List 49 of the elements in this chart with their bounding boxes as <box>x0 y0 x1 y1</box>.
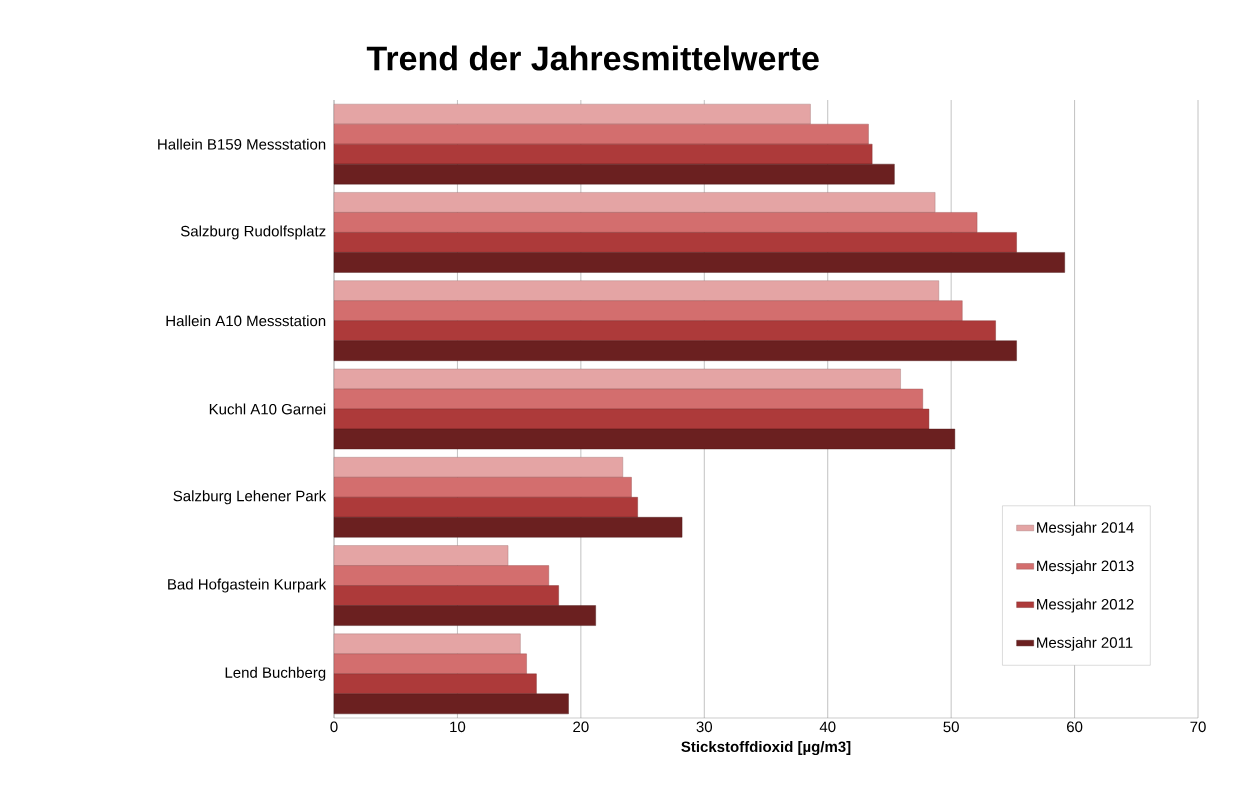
bar <box>333 192 936 213</box>
y-tick-label: Salzburg Lehener Park <box>173 490 327 505</box>
bar <box>333 300 963 321</box>
y-tick-label: Lend Buchberg <box>225 666 326 681</box>
bar <box>333 517 683 538</box>
bar <box>333 123 869 145</box>
bar <box>333 565 549 586</box>
bar <box>333 545 509 566</box>
x-tick-label: 10 <box>450 721 466 733</box>
chart-title: Trend der Jahresmittelwerte <box>366 45 819 71</box>
x-tick-label: 0 <box>330 721 338 733</box>
legend-label: Messjahr 2011 <box>1037 636 1133 651</box>
y-tick-label: Salzburg Rudolfsplatz <box>180 225 326 240</box>
bar <box>333 673 537 695</box>
bar <box>333 457 624 478</box>
legend-label: Messjahr 2013 <box>1037 560 1134 575</box>
y-tick-label: Bad Hofgastein Kurpark <box>168 578 327 593</box>
bar <box>333 103 811 125</box>
bar <box>333 368 901 390</box>
x-axis-title: Stickstoffdioxid [µg/m3] <box>681 741 851 756</box>
x-tick-label: 50 <box>943 721 959 733</box>
bar <box>333 212 978 233</box>
y-tick-label: Kuchl A10 Garnei <box>209 403 326 415</box>
bar <box>333 408 930 430</box>
bar <box>333 163 895 185</box>
bar <box>333 388 923 410</box>
bar <box>333 340 1017 361</box>
legend-label: Messjahr 2014 <box>1037 521 1134 536</box>
bar <box>333 280 940 301</box>
y-tick-label: Hallein A10 Messstation <box>166 315 326 327</box>
bar <box>333 428 956 450</box>
bar <box>333 477 632 498</box>
bar <box>333 252 1065 273</box>
bar <box>333 320 996 341</box>
x-tick-label: 60 <box>1067 721 1083 733</box>
bar <box>333 653 527 675</box>
bar <box>333 693 569 715</box>
bar <box>333 143 873 165</box>
x-tick-label: 20 <box>573 721 589 733</box>
bar <box>333 585 559 606</box>
y-tick-label: Hallein B159 Messstation <box>158 138 326 150</box>
x-tick-label: 40 <box>819 721 836 733</box>
bar <box>333 633 521 655</box>
bar <box>333 605 596 626</box>
x-tick-label: 70 <box>1190 721 1206 733</box>
x-tick-label: 30 <box>696 721 713 733</box>
bar <box>333 232 1017 253</box>
legend-label: Messjahr 2012 <box>1037 598 1134 613</box>
bar <box>333 497 638 518</box>
